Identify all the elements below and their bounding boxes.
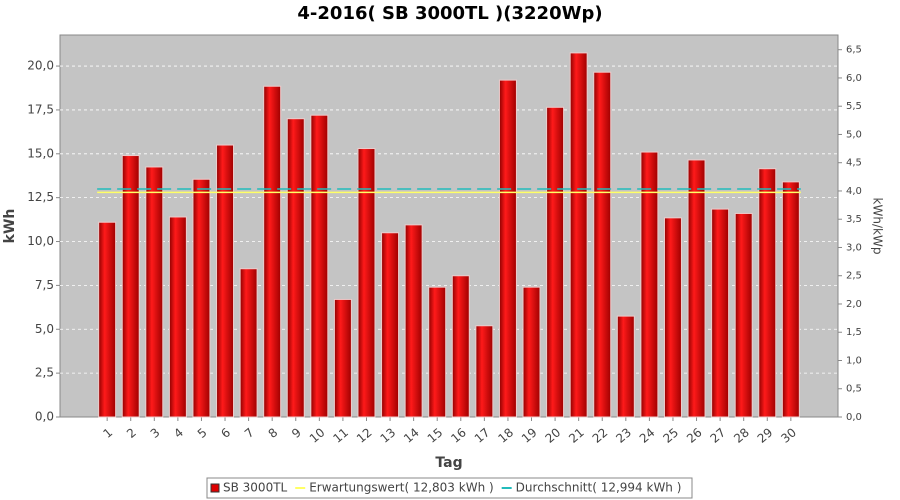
y2-tick-label: 5,0: [846, 129, 862, 140]
bar: [404, 224, 423, 418]
bar: [263, 85, 282, 418]
bar: [428, 286, 447, 418]
bar: [475, 325, 494, 418]
y-axis-label: kWh: [2, 209, 18, 244]
y2-tick-label: 0,5: [846, 384, 862, 395]
bar: [734, 212, 753, 418]
bar: [498, 79, 517, 418]
y-tick-label: 0,0: [35, 410, 54, 424]
bar: [121, 155, 140, 418]
y2-tick-label: 3,5: [846, 214, 862, 225]
y2-tick-label: 2,5: [846, 271, 862, 282]
plot-area: [59, 34, 839, 418]
bar: [310, 114, 329, 418]
y-tick-label: 7,5: [35, 278, 54, 292]
bar: [168, 216, 187, 418]
legend-box: [206, 477, 693, 499]
bar: [546, 106, 565, 418]
bar: [569, 52, 588, 418]
y-tick-label: 10,0: [27, 234, 54, 248]
x-axis-label: Tag: [435, 455, 462, 471]
bar: [593, 71, 612, 418]
bar: [192, 178, 211, 418]
bar: [781, 181, 800, 418]
legend-label: Durchschnitt( 12,994 kWh ): [516, 481, 682, 495]
chart-title: 4-2016( SB 3000TL )(3220Wp): [297, 3, 602, 24]
bar: [640, 151, 659, 418]
y2-tick-label: 1,0: [846, 355, 862, 366]
bar: [239, 268, 258, 418]
bar: [522, 286, 541, 418]
y-tick-label: 2,5: [35, 366, 54, 380]
y2-tick-label: 5,5: [846, 101, 862, 112]
bar: [711, 208, 730, 418]
bar: [758, 168, 777, 418]
bar: [145, 166, 164, 418]
y2-tick-label: 4,5: [846, 158, 862, 169]
bar: [286, 118, 305, 418]
y-tick-label: 12,5: [27, 190, 54, 204]
bar: [381, 232, 400, 418]
y2-axis-label: kWh/kWp: [871, 198, 885, 255]
bar: [357, 148, 376, 418]
y2-tick-label: 6,0: [846, 73, 862, 84]
bar: [216, 144, 235, 418]
y-tick-label: 17,5: [27, 102, 54, 116]
y2-tick-label: 2,0: [846, 299, 862, 310]
y2-tick-label: 6,5: [846, 45, 862, 56]
bar: [451, 275, 470, 418]
legend-swatch: [210, 483, 220, 493]
y-tick-label: 15,0: [27, 146, 54, 160]
legend-label: SB 3000TL: [223, 481, 288, 495]
bar: [98, 221, 117, 418]
y2-tick-label: 0,0: [846, 412, 862, 423]
y-tick-label: 5,0: [35, 322, 54, 336]
bar: [687, 159, 706, 418]
bar: [616, 315, 635, 418]
legend-label: Erwartungswert( 12,803 kWh ): [309, 481, 493, 495]
bar: [333, 298, 352, 418]
y2-tick-label: 1,5: [846, 327, 862, 338]
y-tick-label: 20,0: [27, 59, 54, 73]
bar: [663, 217, 682, 418]
y2-tick-label: 4,0: [846, 186, 862, 197]
y2-tick-label: 3,0: [846, 242, 862, 253]
